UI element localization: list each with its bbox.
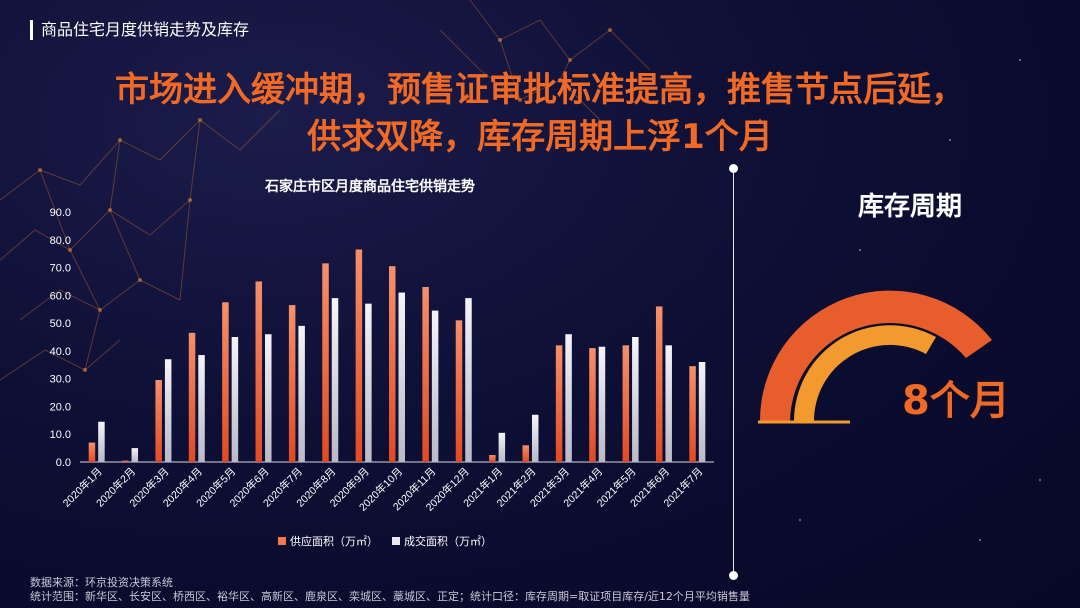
bar-supply (589, 348, 596, 462)
inventory-cycle-gauge (758, 290, 992, 424)
bar-supply (355, 249, 363, 462)
gauge-title: 库存周期 (857, 192, 962, 222)
bar-deal (698, 362, 706, 462)
bar-deal (398, 292, 405, 462)
bar-supply (389, 266, 396, 462)
divider-top-dot (729, 164, 738, 173)
bar-deal (632, 337, 639, 462)
headline-line-2: 供求双降，库存周期上浮1个月 (307, 117, 773, 157)
legend-swatch-supply (278, 537, 286, 545)
bar-supply (422, 287, 429, 462)
bar-deal (665, 345, 672, 462)
statistics-scope-note: 统计范围：新华区、长安区、桥西区、裕华区、高新区、鹿泉区、栾城区、藁城区、正定；… (30, 590, 750, 603)
bar-supply (188, 332, 196, 462)
legend-label-deal: 成交面积（万㎡） (404, 535, 492, 548)
y-tick-label: 80.0 (50, 235, 71, 247)
y-tick-label: 50.0 (50, 318, 71, 330)
bar-deal (265, 334, 272, 462)
legend-item-deal: 成交面积（万㎡） (392, 533, 492, 549)
bar-supply (455, 320, 463, 462)
bar-supply (555, 345, 563, 462)
bar-supply (155, 380, 162, 462)
y-tick-label: 20.0 (50, 401, 71, 413)
bar-supply (122, 460, 129, 462)
y-tick-label: 30.0 (50, 374, 71, 386)
gauge-inner-arc (793, 325, 936, 422)
bar-deal (231, 337, 239, 462)
y-tick-label: 40.0 (50, 346, 71, 358)
gauge-value: 8个月 (902, 378, 1010, 424)
footer-notes: 数据来源：环京投资决策系统 统计范围：新华区、长安区、桥西区、裕华区、高新区、鹿… (30, 576, 750, 604)
bar-deal (131, 448, 139, 462)
y-tick-label: 0.0 (56, 457, 71, 469)
headline-line-1: 市场进入缓冲期，预售证审批标准提高，推售节点后延， (115, 70, 965, 110)
data-source-note: 数据来源：环京投资决策系统 (30, 576, 173, 589)
bar-deal (498, 432, 506, 462)
bar-deal (164, 359, 172, 462)
section-topic: 商品住宅月度供销走势及库存 (30, 20, 249, 40)
bar-deal (431, 310, 439, 462)
bar-supply (288, 305, 296, 462)
bar-supply (222, 302, 229, 462)
bar-deal (331, 298, 339, 462)
y-tick-label: 90.0 (50, 207, 71, 219)
legend-swatch-deal (392, 537, 400, 545)
bar-supply (655, 306, 663, 462)
bar-supply (255, 281, 263, 462)
bar-deal (465, 298, 472, 462)
divider-bottom-dot (729, 571, 738, 580)
bar-supply (689, 366, 696, 462)
bar-supply (322, 263, 329, 462)
y-tick-label: 10.0 (50, 429, 71, 441)
bar-deal (365, 303, 372, 462)
gauge-outer-arc (759, 290, 992, 422)
bar-deal (298, 325, 305, 462)
y-tick-label: 70.0 (50, 263, 71, 275)
bar-supply (489, 455, 496, 462)
bar-deal (531, 414, 539, 462)
bar-deal (98, 421, 105, 462)
legend-label-supply: 供应面积（万㎡） (290, 535, 378, 548)
chart-title: 石家庄市区月度商品住宅供销走势 (265, 179, 475, 195)
y-tick-label: 60.0 (50, 290, 71, 302)
bar-deal (198, 355, 205, 462)
bar-deal (565, 334, 572, 462)
bar-supply (522, 445, 529, 462)
bar-deal (598, 346, 606, 462)
chart-legend: 供应面积（万㎡） 成交面积（万㎡） (278, 533, 492, 549)
bar-supply (622, 345, 630, 462)
vertical-divider (733, 168, 734, 576)
bar-supply (88, 442, 96, 462)
legend-item-supply: 供应面积（万㎡） (278, 533, 378, 549)
